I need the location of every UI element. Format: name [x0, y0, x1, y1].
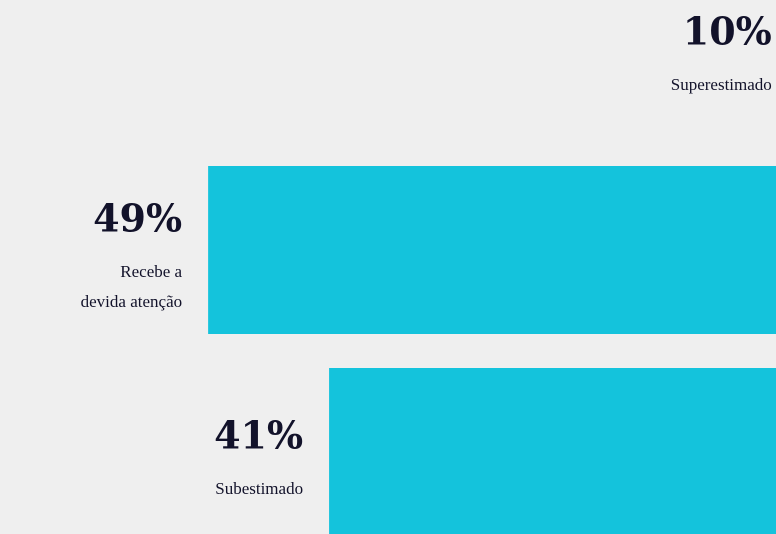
value-label: 41% — [214, 413, 303, 458]
bar — [208, 166, 776, 334]
bar — [329, 368, 776, 534]
category-label: Superestimado — [671, 75, 772, 94]
category-label: Recebe a — [120, 262, 182, 281]
value-label: 10% — [683, 9, 772, 54]
value-label: 49% — [93, 196, 182, 241]
category-label: devida atenção — [81, 292, 182, 311]
category-label: Subestimado — [215, 479, 303, 498]
